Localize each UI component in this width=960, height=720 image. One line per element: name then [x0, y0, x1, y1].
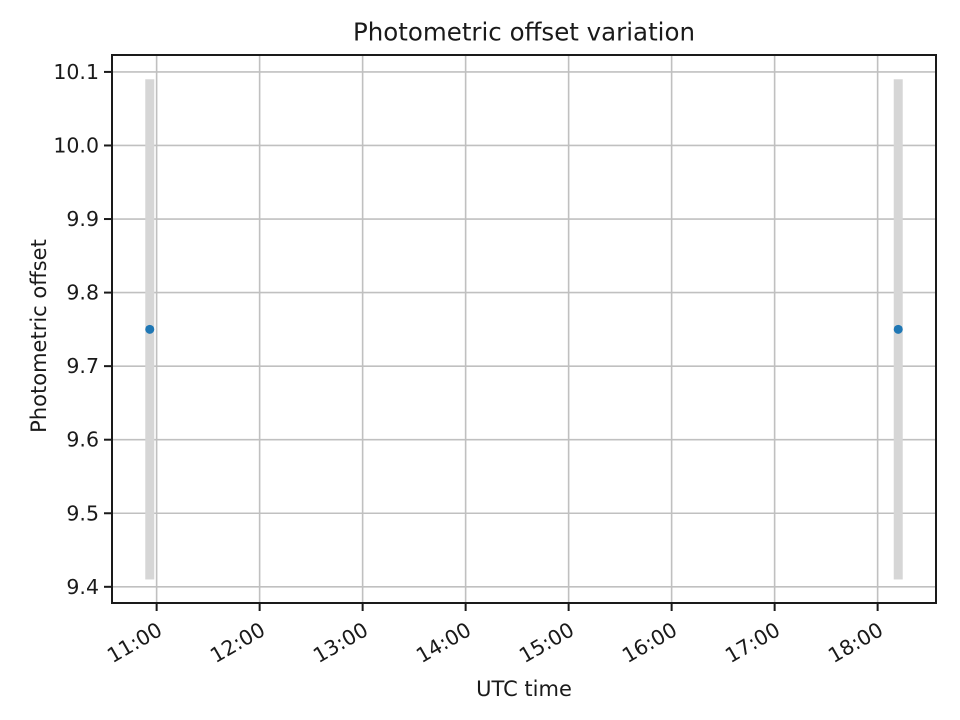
axes-box	[111, 54, 937, 604]
y-tick-label: 9.5	[66, 501, 99, 525]
y-tick-label: 9.8	[66, 281, 99, 305]
x-tick-label: 13:00	[309, 618, 372, 668]
y-tick-label: 9.6	[66, 428, 99, 452]
y-tick-label: 10.1	[53, 60, 99, 84]
chart-title: Photometric offset variation	[352, 17, 696, 47]
x-axis-label: UTC time	[476, 677, 572, 701]
y-axis-label: Photometric offset	[27, 239, 51, 433]
y-tick-label: 9.9	[66, 207, 99, 231]
x-tick-label: 17:00	[721, 618, 784, 668]
y-tick-label: 9.4	[66, 575, 99, 599]
x-tick-label: 12:00	[206, 618, 269, 668]
y-tick-label: 10.0	[53, 133, 99, 157]
y-tick-label: 9.7	[66, 354, 99, 378]
x-tick-label: 11:00	[103, 618, 166, 668]
x-tick-label: 15:00	[515, 618, 578, 668]
data-point	[145, 324, 155, 334]
x-tick-label: 14:00	[412, 618, 475, 668]
x-tick-label: 18:00	[824, 618, 887, 668]
data-point	[893, 324, 903, 334]
x-tick-label: 16:00	[618, 618, 681, 668]
